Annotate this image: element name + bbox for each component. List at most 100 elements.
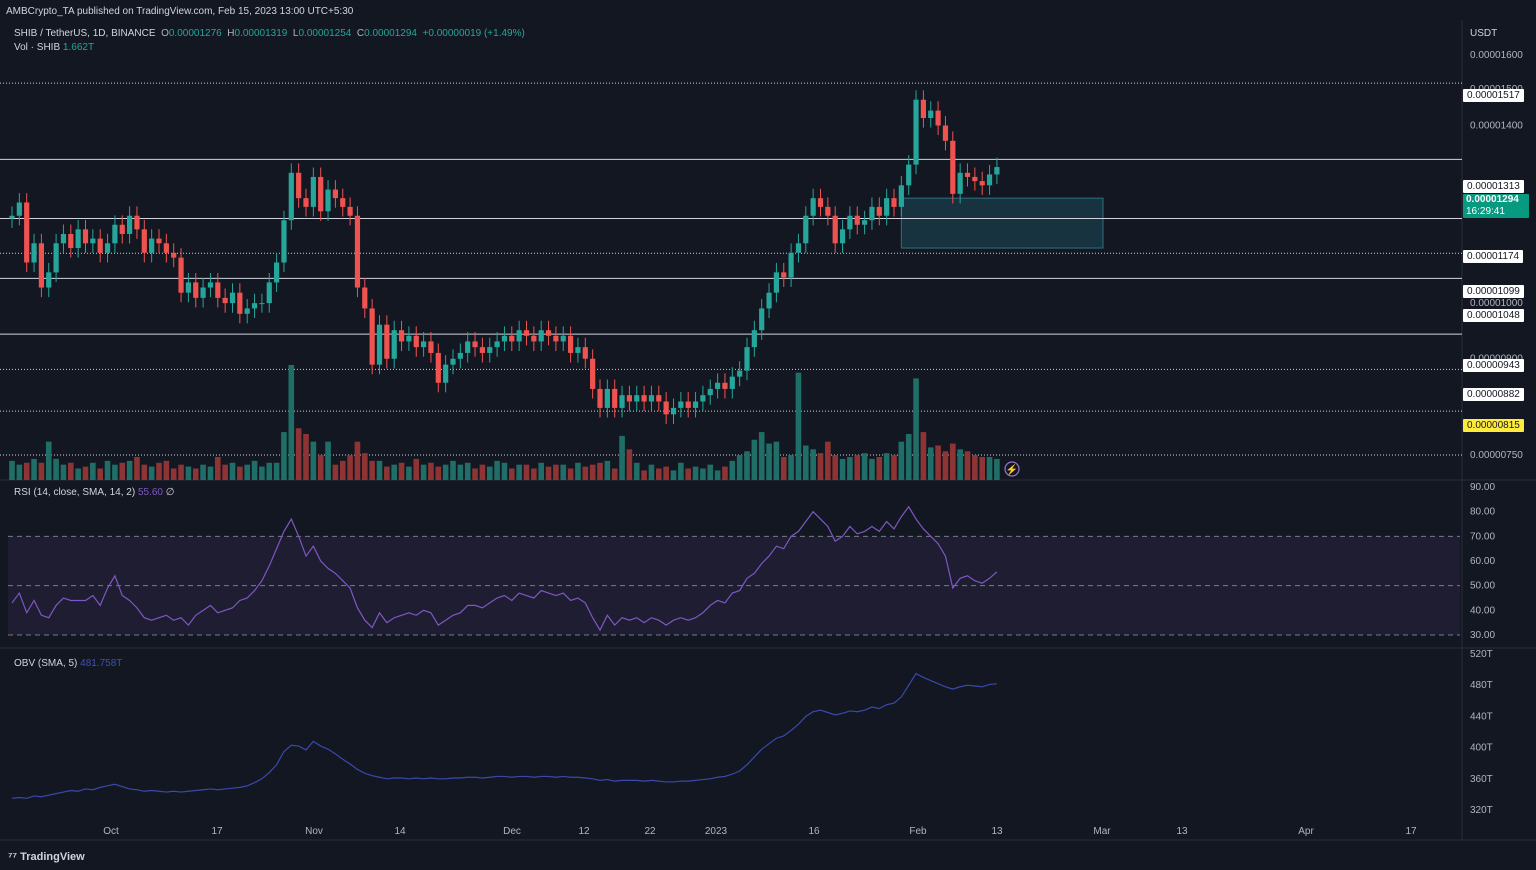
volume-bar (75, 468, 81, 480)
volume-bar (589, 464, 596, 480)
price-tag-815: 0.00000815 (1463, 419, 1524, 432)
candle-body (251, 303, 258, 309)
rsi-tick-label: 60.00 (1470, 556, 1495, 567)
candle-body (244, 308, 250, 314)
candle-body (839, 229, 846, 244)
candle-body (171, 252, 177, 258)
volume-bar (295, 428, 302, 480)
volume-bar (310, 441, 317, 480)
candle-body (670, 407, 677, 415)
candle-body (9, 215, 15, 219)
volume-bar (391, 464, 397, 480)
candle-body (619, 395, 625, 408)
symbol-legend[interactable]: SHIB / TetherUS, 1D, BINANCE O0.00001276… (14, 28, 525, 39)
candle-body (597, 388, 603, 408)
volume-bar (200, 464, 206, 480)
volume-bar (384, 466, 390, 480)
volume-bar (927, 447, 934, 480)
candle-body (979, 181, 985, 186)
candle-body (906, 164, 912, 186)
volume-bar (986, 457, 993, 480)
volume-bar (913, 378, 919, 480)
volume-bar (112, 464, 118, 480)
time-axis-label: 16 (808, 826, 820, 837)
candle-body (810, 198, 816, 216)
candle-body (53, 243, 59, 273)
obv-legend[interactable]: OBV (SMA, 5) 481.758T (14, 658, 123, 669)
volume-bar (707, 464, 714, 480)
volume-legend[interactable]: Vol · SHIB 1.662T (14, 42, 95, 53)
volume-bar (942, 451, 949, 480)
price-tick-label: 0.00001000 (1470, 298, 1523, 309)
candle-body (920, 99, 926, 119)
candle-body (340, 198, 346, 207)
volume-bar (68, 462, 74, 480)
rsi-tick-label: 80.00 (1470, 507, 1495, 518)
volume-bar (810, 449, 816, 480)
ohlc-open: 0.00001276 (168, 28, 222, 39)
volume-bar (883, 453, 890, 480)
volume-bar (23, 462, 30, 480)
time-axis-label: Mar (1093, 826, 1111, 837)
price-tag-1048: 0.00001048 (1463, 309, 1524, 322)
candle-body (582, 347, 588, 359)
obv-value: 481.758T (80, 658, 123, 669)
volume-bar (376, 460, 383, 480)
candle-body (193, 282, 199, 298)
volume-bar (9, 460, 15, 480)
candle-body (553, 335, 559, 342)
candle-body (266, 282, 272, 304)
volume-bar (751, 439, 758, 480)
candle-body (560, 335, 566, 342)
candle-body (82, 229, 89, 244)
candle-body (237, 292, 243, 314)
volume-bar (619, 435, 625, 480)
candle-body (729, 376, 735, 389)
candle-body (773, 272, 779, 293)
candle-body (384, 324, 390, 359)
tradingview-logo[interactable]: ⁷⁷ TradingView (8, 851, 85, 863)
volume-bar (251, 460, 258, 480)
volume-bar (685, 468, 691, 480)
rsi-legend[interactable]: RSI (14, close, SMA, 14, 2) 55.60 ∅ (14, 487, 175, 498)
volume-bar (832, 455, 838, 480)
demand-zone (900, 197, 1104, 249)
obv-line (11, 672, 997, 799)
volume-bar (648, 464, 655, 480)
volume-bar (678, 462, 684, 480)
candle-body (127, 215, 133, 234)
candle-body (97, 238, 103, 253)
volume-bar (979, 457, 985, 480)
volume-bar (288, 365, 295, 480)
volume-bar (825, 441, 831, 480)
volume-bar (714, 470, 721, 480)
volume-bar (538, 462, 544, 480)
price-tag-1517: 0.00001517 (1463, 89, 1524, 102)
volume-bar (148, 466, 155, 480)
candle-body (215, 282, 221, 298)
volume-bar (839, 458, 846, 480)
candle-body (641, 395, 647, 402)
candle-body (744, 347, 750, 371)
volume-bar (163, 460, 170, 480)
candle-body (847, 215, 853, 230)
candle-body (310, 176, 316, 207)
candle-body (60, 233, 67, 244)
candle-body (354, 215, 361, 288)
volume-bar (126, 460, 133, 480)
currency-label: USDT (1470, 28, 1498, 39)
time-axis-label: 17 (1405, 826, 1417, 837)
candle-body (406, 335, 412, 342)
candle-body (501, 335, 508, 342)
candle-body (443, 364, 449, 383)
symbol-name: SHIB / TetherUS, 1D, BINANCE (14, 28, 156, 39)
candle-body (648, 395, 655, 402)
volume-bar (178, 464, 184, 480)
candle-body (288, 172, 294, 221)
time-axis-label: Nov (305, 826, 323, 837)
time-axis-label: 2023 (705, 826, 728, 837)
candle-body (612, 388, 618, 408)
candle-body (869, 206, 875, 221)
candle-body (46, 272, 52, 288)
